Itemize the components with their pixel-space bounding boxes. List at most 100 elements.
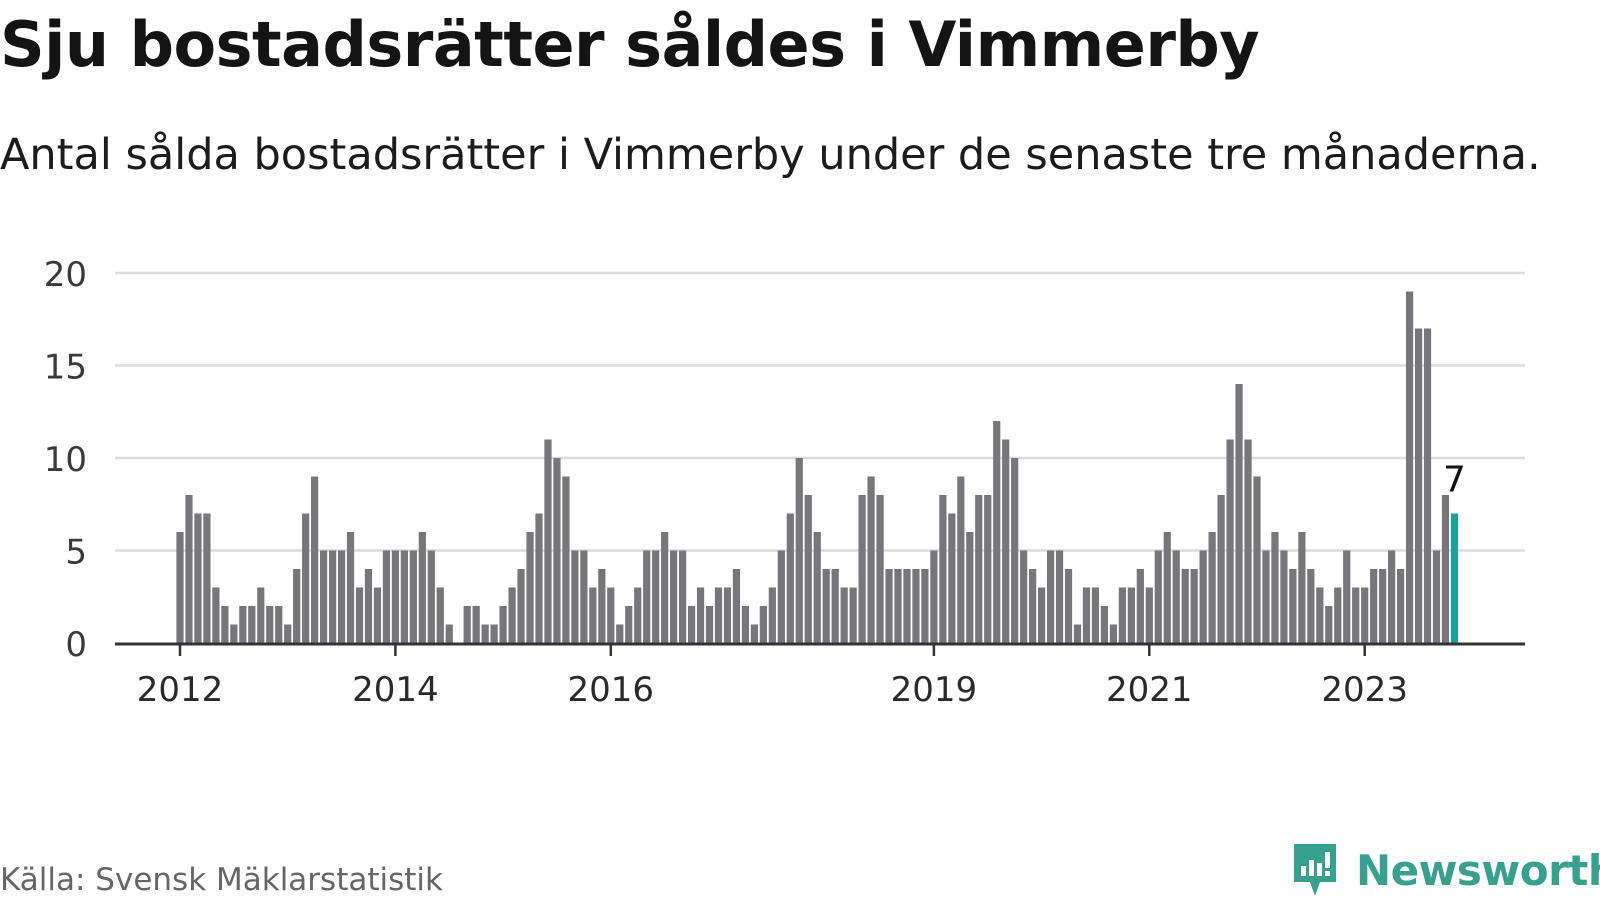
grid-lines bbox=[115, 271, 1525, 552]
bar bbox=[930, 550, 938, 643]
bar bbox=[813, 532, 821, 643]
bar bbox=[248, 606, 256, 643]
bar bbox=[858, 495, 866, 643]
bar bbox=[526, 532, 534, 643]
bar bbox=[1154, 550, 1162, 643]
y-tick-label: 15 bbox=[44, 348, 87, 388]
bar-highlight bbox=[1450, 513, 1459, 643]
bar bbox=[741, 606, 750, 643]
bar bbox=[661, 532, 669, 643]
bar bbox=[966, 532, 974, 643]
bar bbox=[355, 587, 364, 643]
bar bbox=[302, 513, 310, 643]
bar bbox=[1073, 624, 1082, 643]
bar bbox=[499, 606, 507, 643]
x-tick-label: 2016 bbox=[568, 670, 655, 710]
bar bbox=[1370, 569, 1378, 643]
bar bbox=[1046, 550, 1055, 643]
bar bbox=[275, 606, 283, 643]
bar bbox=[490, 624, 498, 643]
chart-title: Sju bostadsrätter såldes i Vimmerby bbox=[0, 8, 1260, 81]
y-tick-label: 5 bbox=[65, 533, 87, 573]
bar bbox=[679, 550, 687, 643]
bar bbox=[975, 495, 983, 643]
bar bbox=[436, 587, 444, 643]
bar bbox=[418, 532, 426, 643]
bar bbox=[894, 569, 902, 643]
bar bbox=[1020, 550, 1028, 643]
bar bbox=[1109, 624, 1117, 643]
bar bbox=[391, 550, 399, 643]
x-tick-label: 2012 bbox=[137, 670, 224, 710]
bar bbox=[508, 587, 516, 643]
bar bbox=[867, 476, 875, 643]
x-tick-label: 2021 bbox=[1106, 670, 1193, 710]
brand-name: Newsworthy bbox=[1356, 845, 1600, 895]
bar bbox=[1379, 569, 1387, 643]
x-tick-label: 2023 bbox=[1321, 670, 1408, 710]
bar bbox=[284, 624, 292, 643]
bar bbox=[616, 624, 624, 643]
bar bbox=[1244, 439, 1252, 643]
bar bbox=[939, 495, 947, 643]
bar bbox=[194, 513, 202, 643]
labels: 0 5 10 15 20 2012 2014 2016 2019 2021 2023 7 bbox=[44, 255, 1469, 710]
bar bbox=[257, 587, 265, 643]
bar bbox=[1082, 587, 1091, 643]
bar bbox=[768, 587, 776, 643]
bar bbox=[1405, 291, 1414, 643]
bar bbox=[553, 458, 561, 643]
bar bbox=[320, 550, 328, 643]
bar bbox=[221, 606, 229, 643]
bar bbox=[1361, 587, 1369, 643]
bar bbox=[364, 569, 373, 643]
bar bbox=[481, 624, 489, 643]
bar bbox=[230, 624, 238, 643]
bar bbox=[1181, 569, 1189, 643]
bar bbox=[1163, 532, 1171, 643]
bar bbox=[1064, 569, 1073, 643]
bar bbox=[1414, 328, 1423, 643]
bar bbox=[239, 606, 247, 643]
bar bbox=[1280, 550, 1288, 643]
bar bbox=[786, 513, 794, 643]
bar bbox=[1271, 532, 1279, 643]
bar bbox=[831, 569, 839, 643]
bar bbox=[1397, 569, 1405, 643]
bar bbox=[346, 532, 355, 643]
bar bbox=[885, 569, 893, 643]
bar bbox=[822, 569, 830, 643]
bar bbox=[1145, 587, 1153, 643]
bar bbox=[993, 421, 1001, 643]
bar bbox=[1127, 587, 1135, 643]
bar bbox=[634, 587, 642, 643]
brand[interactable]: Newsworthy bbox=[1290, 840, 1600, 900]
bar bbox=[1208, 532, 1216, 643]
bar bbox=[337, 550, 346, 643]
bar bbox=[921, 569, 929, 643]
bar bbox=[535, 513, 543, 643]
y-tick-label: 10 bbox=[44, 440, 87, 480]
bar bbox=[589, 587, 597, 643]
bar bbox=[804, 495, 812, 643]
bar bbox=[571, 550, 579, 643]
bar bbox=[409, 550, 417, 643]
bar bbox=[1343, 550, 1351, 643]
bar bbox=[849, 587, 857, 643]
bar bbox=[723, 587, 732, 643]
bar bbox=[643, 550, 651, 643]
bar bbox=[212, 587, 220, 643]
bar bbox=[948, 513, 956, 643]
bars bbox=[176, 291, 1459, 643]
bar bbox=[1118, 587, 1126, 643]
bar bbox=[903, 569, 911, 643]
bar bbox=[1100, 606, 1109, 643]
bar-chart: 0 5 10 15 20 2012 2014 2016 2019 2021 2023 7 bbox=[44, 255, 1525, 710]
source-note: Källa: Svensk Mäklarstatistik bbox=[0, 862, 443, 898]
bar bbox=[1136, 569, 1144, 643]
bar bbox=[1038, 587, 1046, 643]
bar bbox=[1325, 606, 1333, 643]
bar bbox=[1334, 587, 1342, 643]
bar bbox=[1029, 569, 1037, 643]
bar bbox=[293, 569, 301, 643]
